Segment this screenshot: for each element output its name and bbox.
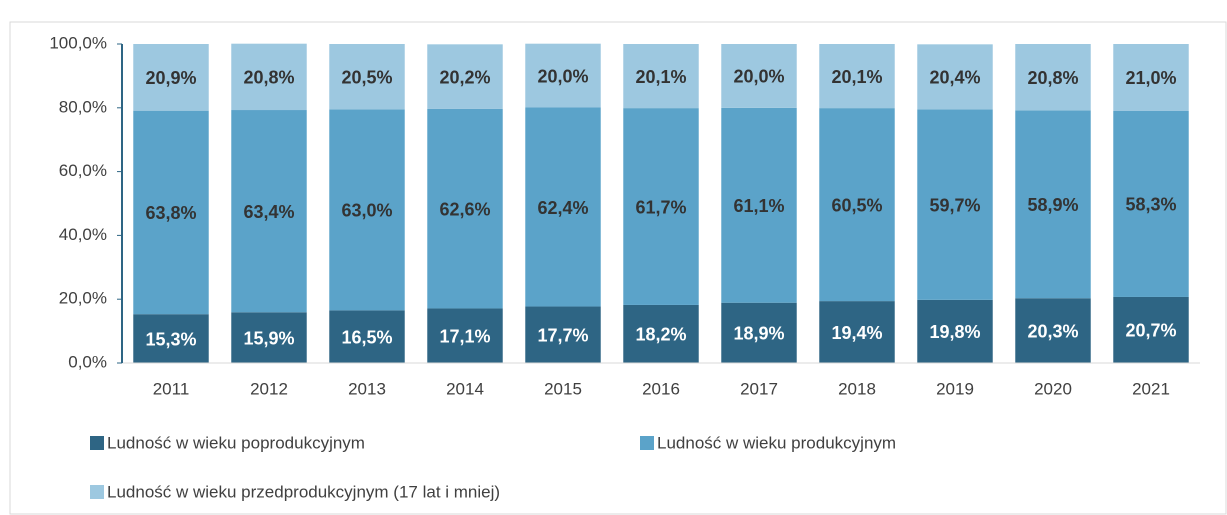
bar-segment bbox=[1113, 44, 1189, 111]
bar-segment bbox=[819, 108, 895, 302]
x-tick-label: 2014 bbox=[446, 379, 484, 398]
data-label: 60,5% bbox=[831, 195, 882, 215]
x-tick-label: 2021 bbox=[1132, 379, 1170, 398]
bar-segment bbox=[329, 109, 405, 311]
y-tick-label: 40,0% bbox=[59, 225, 107, 244]
bar-segment bbox=[231, 312, 307, 363]
bar-segment bbox=[623, 304, 699, 363]
bar-segment bbox=[917, 44, 993, 110]
bar-segment bbox=[427, 44, 503, 109]
bar-segment bbox=[133, 314, 209, 363]
bar-segment bbox=[721, 44, 797, 108]
bar-segment bbox=[819, 301, 895, 363]
x-tick-label: 2013 bbox=[348, 379, 386, 398]
data-label: 20,3% bbox=[1027, 321, 1078, 341]
bar-segment bbox=[427, 308, 503, 363]
y-tick-label: 0,0% bbox=[68, 352, 107, 371]
bar-segment bbox=[623, 44, 699, 109]
data-label: 20,9% bbox=[145, 68, 196, 88]
bar-segment bbox=[329, 310, 405, 363]
data-label: 15,9% bbox=[243, 328, 294, 348]
data-label: 20,1% bbox=[635, 67, 686, 87]
data-label: 20,2% bbox=[439, 67, 490, 87]
legend-swatch bbox=[640, 436, 654, 450]
bar-segment bbox=[917, 109, 993, 300]
x-tick-label: 2019 bbox=[936, 379, 974, 398]
data-label: 20,8% bbox=[243, 68, 294, 88]
data-label: 62,4% bbox=[537, 198, 588, 218]
chart-frame bbox=[9, 21, 1227, 515]
bar-segment bbox=[525, 107, 601, 307]
x-tick-label: 2011 bbox=[153, 379, 190, 398]
legend-label: Ludność w wieku produkcyjnym bbox=[657, 433, 896, 452]
data-label: 17,1% bbox=[439, 326, 490, 346]
bar-segment bbox=[721, 302, 797, 363]
data-label: 20,0% bbox=[733, 67, 784, 87]
data-label: 61,7% bbox=[635, 197, 686, 217]
legend-swatch bbox=[90, 485, 104, 499]
bar-segment bbox=[721, 107, 797, 303]
x-tick-label: 2020 bbox=[1034, 379, 1072, 398]
y-tick-label: 60,0% bbox=[59, 161, 107, 180]
data-label: 20,1% bbox=[831, 67, 882, 87]
data-label: 20,4% bbox=[929, 68, 980, 88]
y-tick-label: 100,0% bbox=[49, 33, 107, 52]
x-tick-label: 2012 bbox=[250, 379, 288, 398]
data-label: 16,5% bbox=[341, 327, 392, 347]
data-label: 20,5% bbox=[341, 67, 392, 87]
bar-segment bbox=[819, 44, 895, 109]
data-label: 63,4% bbox=[243, 202, 294, 222]
x-tick-label: 2017 bbox=[740, 379, 778, 398]
data-label: 20,7% bbox=[1125, 321, 1176, 341]
x-tick-label: 2018 bbox=[838, 379, 876, 398]
data-label: 62,6% bbox=[439, 199, 490, 219]
bar-segment bbox=[1015, 110, 1091, 299]
bar-segment bbox=[133, 110, 209, 315]
data-label: 63,8% bbox=[145, 203, 196, 223]
bar-segment bbox=[133, 44, 209, 111]
data-label: 17,7% bbox=[537, 326, 588, 346]
data-label: 59,7% bbox=[929, 195, 980, 215]
bar-segment bbox=[231, 110, 307, 313]
bar-segment bbox=[427, 108, 503, 309]
y-tick-label: 20,0% bbox=[59, 289, 107, 308]
data-label: 18,9% bbox=[733, 324, 784, 344]
data-label: 61,1% bbox=[733, 196, 784, 216]
bar-segment bbox=[1113, 296, 1189, 363]
bar-segment bbox=[231, 43, 307, 111]
data-label: 21,0% bbox=[1125, 68, 1176, 88]
x-tick-label: 2016 bbox=[642, 379, 680, 398]
y-tick-label: 80,0% bbox=[59, 97, 107, 116]
data-label: 58,9% bbox=[1027, 195, 1078, 215]
data-label: 19,4% bbox=[831, 323, 882, 343]
bar-segment bbox=[1113, 110, 1189, 297]
legend-label: Ludność w wieku poprodukcyjnym bbox=[107, 433, 365, 452]
data-label: 20,8% bbox=[1027, 68, 1078, 88]
data-label: 20,0% bbox=[537, 66, 588, 86]
bar-segment bbox=[1015, 298, 1091, 363]
x-tick-label: 2015 bbox=[544, 379, 582, 398]
bar-segment bbox=[623, 108, 699, 305]
data-label: 19,8% bbox=[929, 322, 980, 342]
data-label: 63,0% bbox=[341, 201, 392, 221]
bar-segment bbox=[329, 44, 405, 110]
legend-swatch bbox=[90, 436, 104, 450]
bar-segment bbox=[525, 306, 601, 363]
legend-label: Ludność w wieku przedprodukcyjnym (17 la… bbox=[107, 482, 500, 501]
bar-segment bbox=[525, 43, 601, 108]
bar-segment bbox=[1015, 44, 1091, 111]
data-label: 15,3% bbox=[145, 329, 196, 349]
bar-segment bbox=[917, 299, 993, 363]
data-label: 58,3% bbox=[1125, 195, 1176, 215]
data-label: 18,2% bbox=[635, 325, 686, 345]
